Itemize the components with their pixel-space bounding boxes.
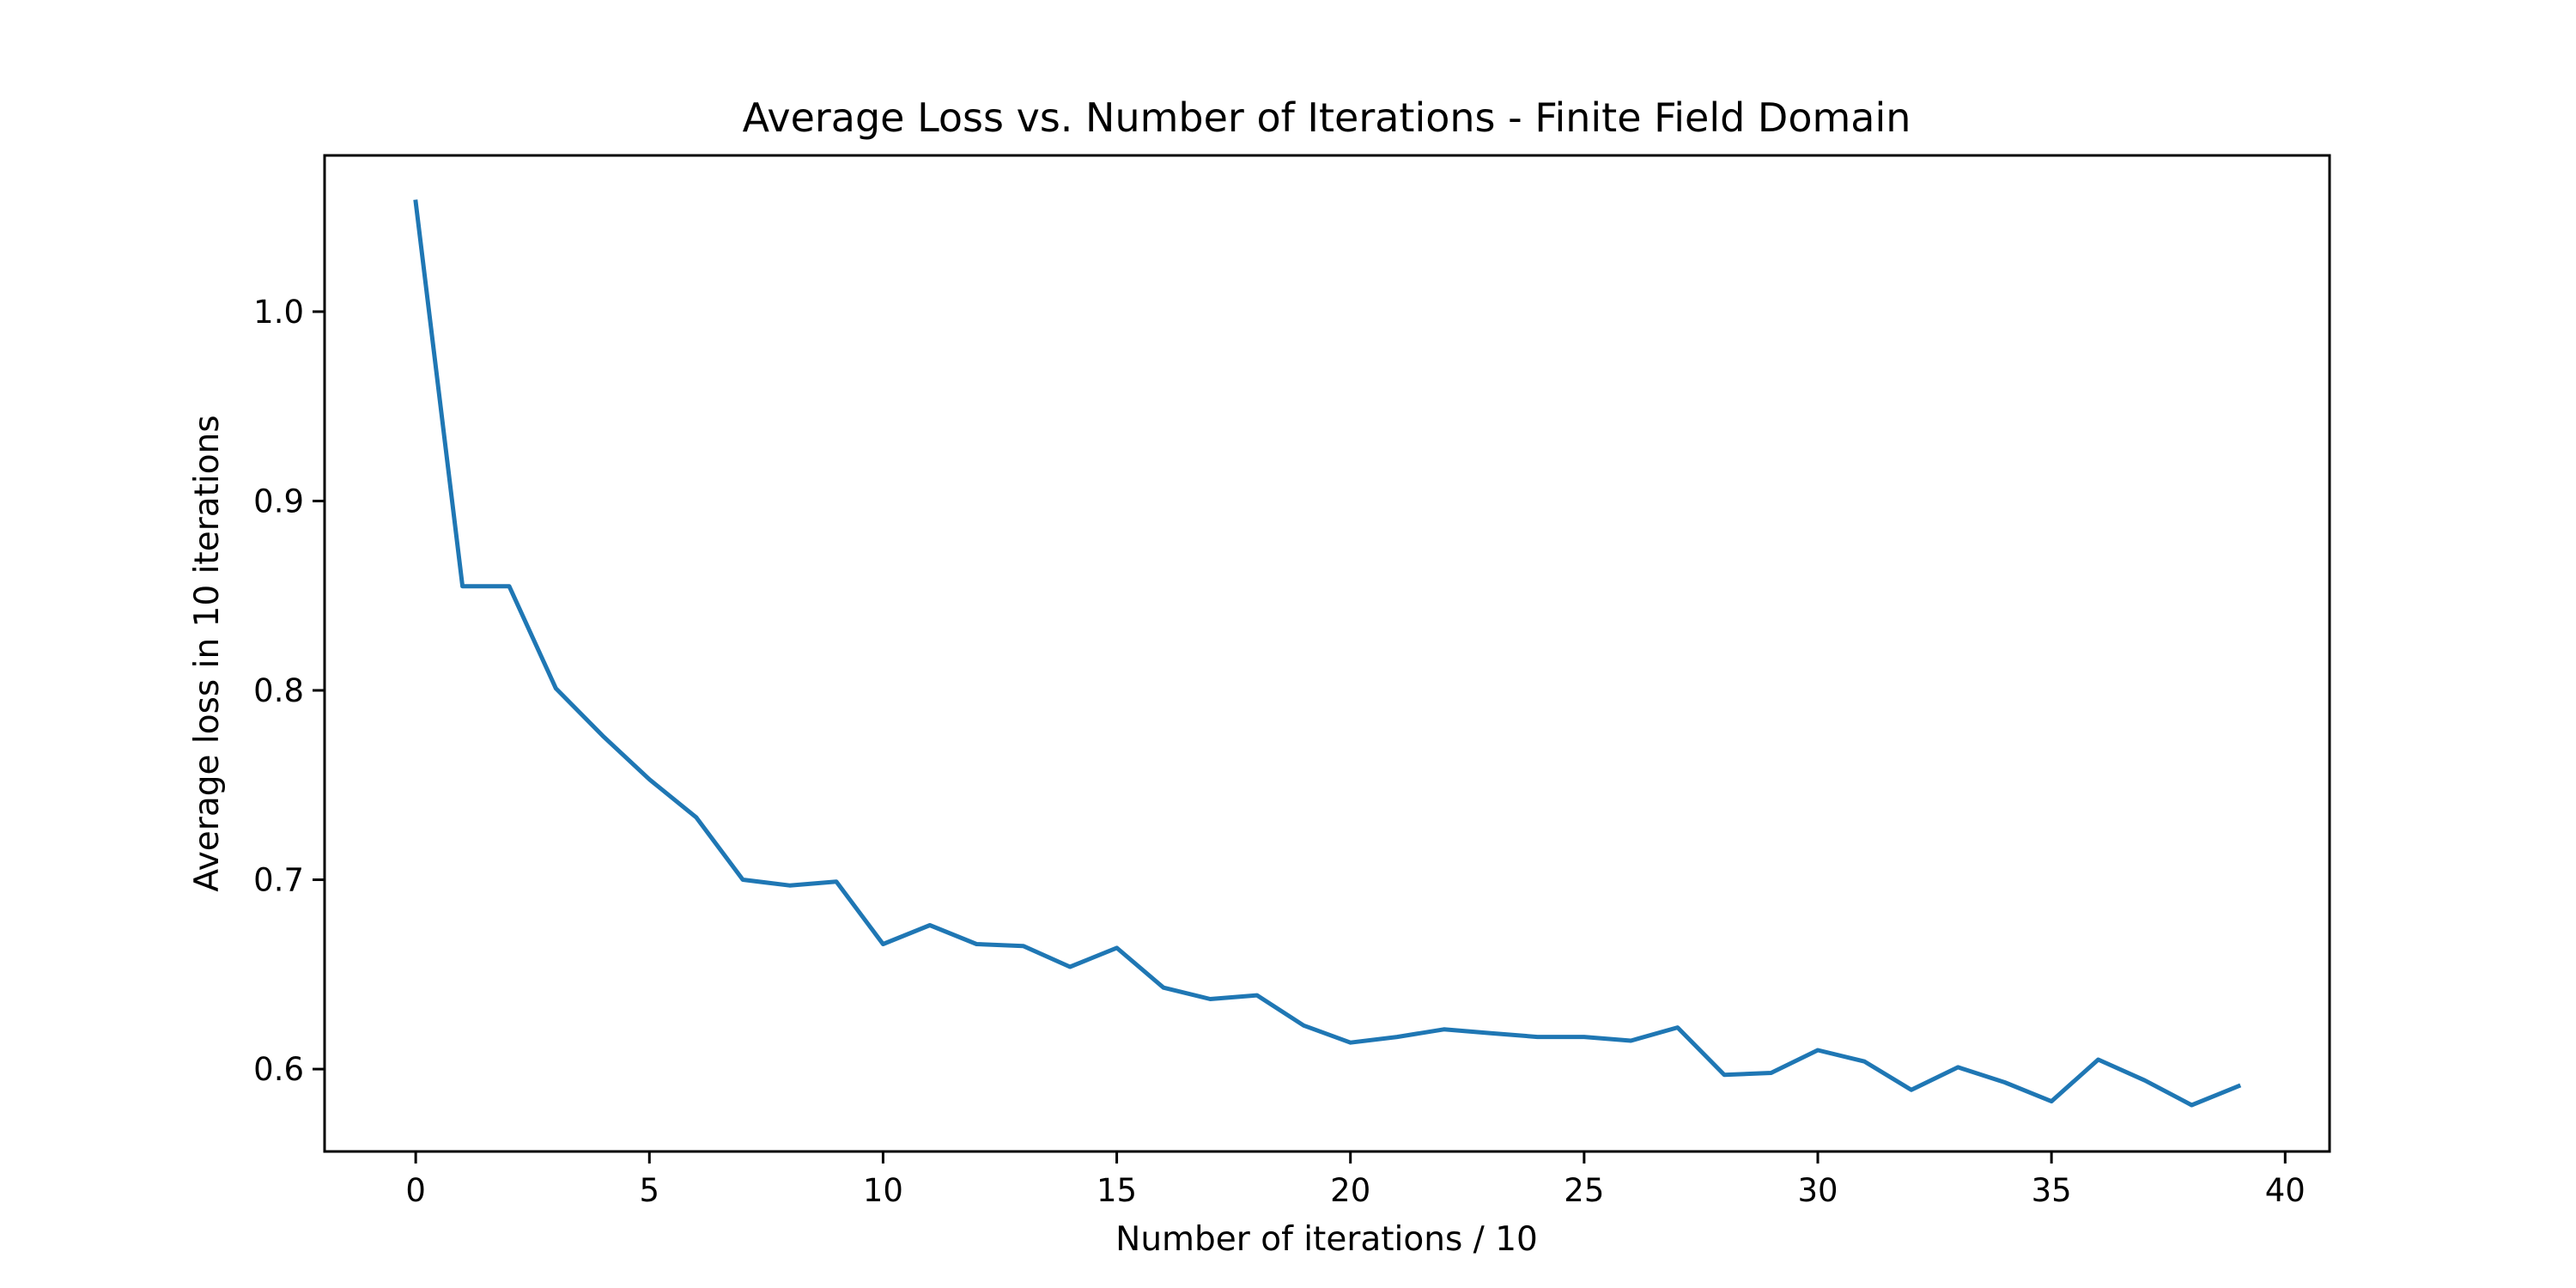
x-tick-label: 5	[640, 1172, 660, 1209]
y-tick-label: 0.8	[253, 672, 304, 709]
x-tick-label: 30	[1797, 1172, 1838, 1209]
plot-frame	[323, 154, 2331, 1153]
y-axis-ticks: 0.6 0.7 0.8 0.9 1.0	[253, 294, 325, 1088]
x-tick-label: 10	[863, 1172, 903, 1209]
x-tick-label: 25	[1564, 1172, 1604, 1209]
x-axis-label: Number of iterations / 10	[1115, 1220, 1538, 1259]
x-tick-label: 35	[2032, 1172, 2072, 1209]
x-tick-label: 20	[1330, 1172, 1370, 1209]
y-tick-label: 1.0	[253, 294, 304, 331]
chart-title: Average Loss vs. Number of Iterations - …	[743, 94, 1911, 141]
x-tick-label: 15	[1097, 1172, 1137, 1209]
x-tick-label: 0	[405, 1172, 426, 1209]
y-axis-label: Average loss in 10 iterations	[188, 415, 227, 891]
y-tick-label: 0.9	[253, 483, 304, 519]
x-tick-label: 40	[2265, 1172, 2306, 1209]
y-tick-label: 0.6	[253, 1051, 304, 1088]
x-axis-ticks: 0 5 10 15 20 25 30 35 40	[405, 1151, 2306, 1209]
series-line	[413, 199, 2242, 1108]
plot-area	[413, 199, 2242, 1108]
y-tick-label: 0.7	[253, 862, 304, 899]
